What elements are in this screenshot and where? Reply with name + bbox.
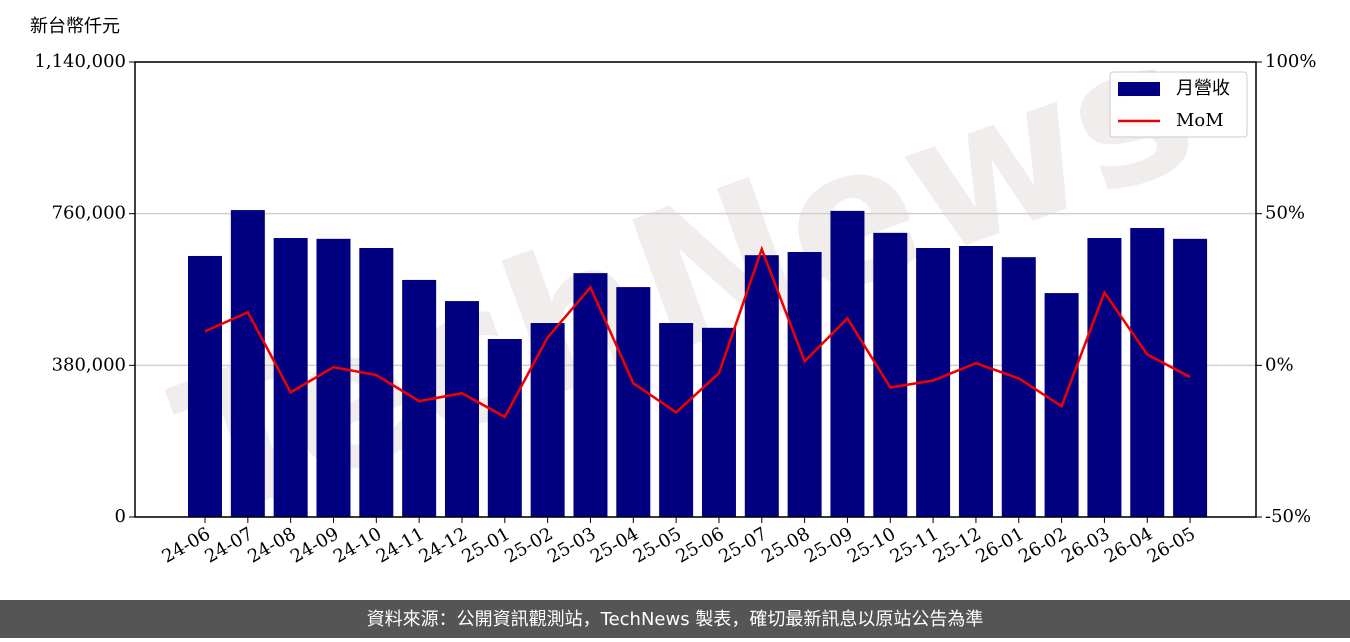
bar (659, 323, 694, 517)
bar (1173, 238, 1208, 517)
line (204, 245, 1191, 419)
x-tick-label: 25-10 (844, 523, 899, 567)
x-tick-label: 24-10 (330, 523, 385, 567)
bar (873, 232, 908, 517)
legend-swatch (1118, 82, 1160, 96)
footer: 資料來源：公開資訊觀測站，TechNews 製表，確切最新訊息以原站公告為準 (367, 609, 984, 630)
plot-frame (134, 61, 1257, 518)
x-tick-label: 24-06 (159, 523, 214, 567)
x-tick-label: 25-01 (458, 523, 513, 567)
x-tick-label: 25-02 (501, 523, 556, 567)
footer-band (0, 600, 1350, 638)
bar (273, 238, 308, 517)
y-tick-label: 760,000 (52, 203, 126, 224)
y-tick-label: 1,140,000 (34, 51, 126, 72)
y-axis-label: 新台幣仟元 (30, 16, 120, 37)
x-tick-label: 25-07 (715, 523, 770, 567)
x-tick-label: 25-11 (887, 523, 942, 567)
bar (701, 327, 736, 517)
bar (573, 273, 608, 517)
bar (744, 255, 779, 517)
x-tick-label: 25-04 (587, 523, 642, 567)
x-tick-label: 26-02 (1015, 523, 1070, 567)
legend-label: MoM (1176, 110, 1224, 131)
bar (1130, 228, 1165, 517)
x-tick-label: 26-05 (1144, 523, 1199, 567)
x-tick-label: 26-01 (972, 523, 1027, 567)
bar (316, 238, 351, 517)
y2-tick-label: 0% (1265, 354, 1294, 375)
x-tick-label: 24-12 (416, 523, 471, 567)
x-tick-label: 25-12 (930, 523, 985, 567)
bar (444, 301, 479, 517)
bar (188, 255, 222, 517)
x-tick-label: 25-05 (630, 523, 685, 567)
y-tick-label: 0 (115, 506, 126, 527)
y-tick-label: 380,000 (52, 354, 126, 375)
bar (787, 251, 822, 517)
x-tick-label: 25-03 (544, 523, 599, 567)
x-tick-label: 25-09 (801, 523, 856, 567)
y2-tick-label: -50% (1265, 506, 1311, 527)
x-tick-label: 24-11 (373, 523, 428, 567)
bar (958, 245, 993, 518)
y2-tick-label: 100% (1265, 51, 1316, 72)
bar (830, 210, 865, 517)
bar (530, 323, 565, 517)
bar (230, 210, 265, 517)
bar (487, 338, 522, 517)
y2-tick-label: 50% (1265, 203, 1305, 224)
bar (616, 287, 651, 517)
x-tick-label: 26-03 (1058, 523, 1113, 567)
legend-label: 月營收 (1176, 78, 1230, 99)
x-tick-label: 25-06 (673, 523, 728, 567)
x-tick-label: 26-04 (1101, 523, 1156, 567)
x-tick-label: 25-08 (758, 523, 813, 567)
bar (1087, 238, 1122, 517)
